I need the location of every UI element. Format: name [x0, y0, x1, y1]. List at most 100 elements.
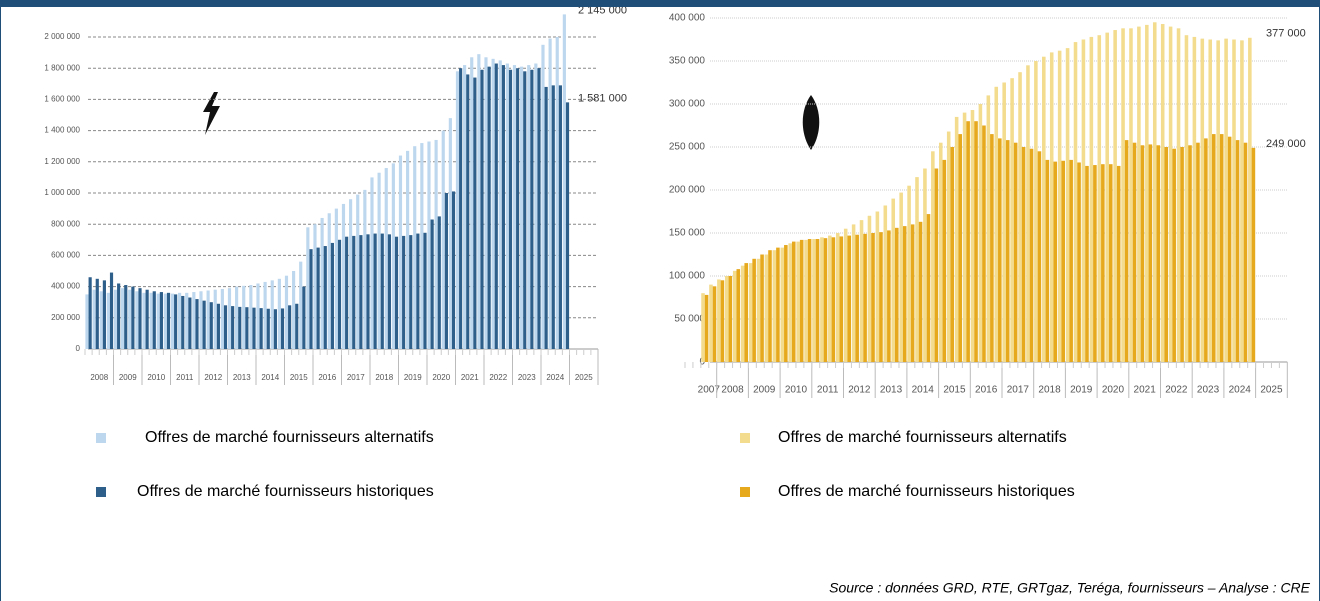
bar: [939, 142, 943, 362]
bar: [277, 278, 281, 349]
bar: [1037, 151, 1042, 362]
bar: [1212, 134, 1216, 362]
bar: [270, 280, 274, 349]
x-tick-label: 2020: [1102, 385, 1125, 396]
bar: [558, 85, 562, 350]
x-tick-label: 2008: [90, 373, 108, 382]
x-tick-label: 2009: [753, 385, 776, 396]
bar: [527, 65, 531, 349]
bar: [1172, 148, 1176, 362]
bar: [359, 235, 363, 349]
bar: [728, 276, 733, 362]
source: Source : données GRD, RTE, GRTgaz, Terég…: [829, 580, 1311, 596]
bar: [434, 139, 438, 349]
bar: [223, 305, 228, 349]
bar: [1029, 148, 1034, 362]
bar: [302, 286, 306, 349]
bar: [855, 234, 859, 362]
bar: [480, 69, 484, 349]
x-tick-label: 2013: [880, 385, 903, 396]
bar: [220, 288, 224, 349]
bar: [1137, 26, 1141, 362]
bar: [772, 250, 777, 362]
bar: [501, 65, 505, 349]
x-tick-label: 2015: [290, 373, 308, 382]
bar: [451, 191, 456, 349]
x-tick-label: 2013: [233, 373, 251, 382]
bar: [1219, 134, 1224, 362]
bar: [373, 233, 377, 349]
bar: [910, 224, 915, 362]
bar: [788, 243, 792, 362]
bar: [950, 147, 955, 362]
bar: [978, 104, 983, 362]
bar: [875, 211, 880, 362]
bar: [701, 293, 705, 362]
bar: [887, 230, 891, 362]
bar: [1145, 24, 1149, 362]
bar: [313, 224, 317, 349]
legend-marker: [740, 433, 750, 443]
x-tick-label: 2025: [1260, 385, 1283, 396]
bar: [544, 86, 548, 350]
bar: [1243, 142, 1248, 362]
bar: [259, 308, 263, 349]
bar: [1010, 78, 1014, 362]
bar: [1005, 140, 1010, 362]
bar: [409, 235, 413, 349]
bar: [799, 239, 804, 362]
bar: [199, 291, 203, 349]
bar: [982, 125, 986, 362]
bar: [323, 246, 327, 349]
x-tick-label: 2025: [575, 373, 593, 382]
bar: [437, 216, 441, 349]
bar: [1013, 142, 1018, 362]
bar: [113, 289, 118, 349]
bar: [142, 292, 146, 349]
bar: [455, 71, 460, 349]
bar: [352, 235, 356, 349]
x-tick-label: 2015: [943, 385, 966, 396]
y-tick-label: 200 000: [669, 185, 706, 196]
bar: [1049, 52, 1054, 363]
bar: [720, 280, 725, 362]
bar: [918, 221, 923, 362]
bar: [1065, 48, 1070, 362]
bar: [1089, 36, 1094, 363]
bar: [756, 258, 761, 362]
bar: [206, 290, 210, 349]
bar: [1140, 145, 1145, 362]
bar: [736, 269, 741, 362]
bar: [1208, 39, 1213, 362]
bar: [95, 278, 99, 349]
bar: [377, 172, 381, 349]
bar: [288, 305, 292, 349]
electricity-icon: [203, 92, 220, 135]
x-tick-label: 2018: [375, 373, 393, 382]
bar: [178, 292, 182, 349]
bar: [843, 228, 848, 362]
bar: [121, 288, 125, 349]
bar: [213, 289, 217, 349]
bar: [780, 247, 785, 362]
bar: [1124, 140, 1129, 362]
bar: [1113, 30, 1117, 362]
bar: [463, 65, 467, 349]
bar: [459, 68, 463, 349]
bar: [1077, 162, 1081, 362]
x-tick-label: 2024: [546, 373, 564, 382]
bar: [394, 236, 399, 349]
bar: [712, 286, 717, 362]
bar: [135, 291, 139, 349]
bar: [1192, 36, 1197, 363]
bar: [252, 307, 256, 349]
y-tick-label: 800 000: [51, 219, 80, 228]
y-tick-label: 300 000: [669, 99, 706, 110]
bar: [954, 116, 959, 363]
y-tick-label: 2 000 000: [44, 32, 80, 41]
bar: [907, 185, 911, 362]
bar: [505, 63, 509, 350]
y-tick-label: 1 800 000: [44, 63, 80, 72]
